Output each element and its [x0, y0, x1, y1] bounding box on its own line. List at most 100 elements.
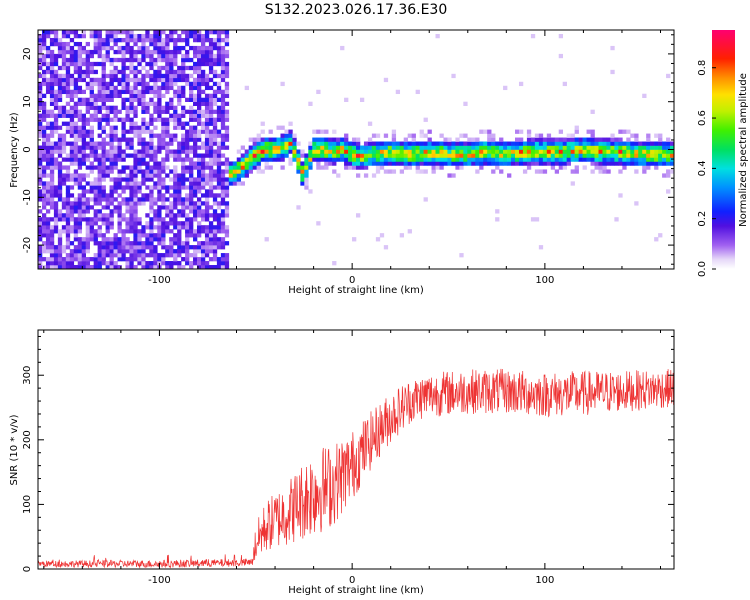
spectrogram-cell [518, 141, 524, 146]
spectrogram-cell [129, 45, 134, 51]
spectrogram-cell [670, 169, 675, 174]
spectrogram-cell [77, 149, 83, 154]
spectrogram-cell [129, 265, 134, 270]
spectrogram-cell [69, 81, 75, 87]
spectrogram-cell [574, 165, 579, 170]
spectrogram-cell [216, 185, 222, 190]
spectrogram-cell [165, 77, 170, 83]
spectrogram-cell [173, 93, 178, 99]
spectrogram-cell [395, 141, 401, 146]
spectrogram-cell [554, 153, 560, 158]
spectrogram-cell [228, 169, 234, 174]
spectrogram-cell [193, 177, 198, 182]
spectrogram-cell [113, 37, 118, 43]
spectrogram-cell [137, 233, 142, 238]
spectrogram-cell [204, 245, 210, 250]
spectrogram-cell [574, 169, 579, 174]
spectrogram-cell [61, 73, 67, 79]
spectrogram-cell [69, 225, 75, 230]
spectrogram-cell [586, 149, 591, 154]
spectrogram-cell [49, 37, 55, 43]
spectrogram-cell [141, 241, 146, 246]
spectrogram-cell [153, 169, 158, 174]
spectrogram-cell [193, 137, 198, 142]
spectrogram-cell [562, 157, 567, 162]
spectrogram-cell [105, 57, 110, 63]
spectrogram-cell [97, 209, 102, 214]
spectrogram-cell [145, 213, 150, 218]
spectrogram-cell [49, 257, 55, 262]
spectrogram-cell [566, 137, 571, 142]
spectrogram-cell [479, 145, 484, 150]
spectrogram-cell [97, 249, 102, 254]
spectrogram-cell [153, 117, 158, 122]
spectrogram-cell [133, 189, 138, 194]
spectrogram-cell [193, 37, 198, 43]
spectrogram-cell [550, 161, 556, 166]
spectrogram-cell [125, 33, 130, 39]
spectrogram-cell [73, 201, 79, 206]
spectrogram-cell [189, 157, 194, 162]
spectrogram-cell [133, 149, 138, 154]
spectrogram-cell [73, 85, 79, 91]
spectrogram-cell [133, 237, 138, 242]
spectrogram-cell [228, 165, 234, 170]
spectrogram-cell [304, 153, 309, 158]
spectrogram-cell [606, 169, 611, 174]
spectrogram-cell [538, 133, 544, 138]
spectrogram-cell [208, 109, 214, 114]
spectrogram-cell [149, 225, 154, 230]
spectrogram-cell [193, 65, 198, 71]
spectrogram-cell [169, 49, 174, 55]
spectrogram-cell [161, 117, 166, 122]
spectrogram-cell [439, 149, 444, 154]
spectrogram-cell [121, 229, 126, 234]
spectrogram-cell [200, 81, 206, 87]
spectrogram-cell [38, 105, 43, 110]
spectrogram-cell [193, 49, 198, 55]
spectrogram-cell [89, 89, 94, 95]
spectrogram-cell [224, 233, 230, 238]
spectrogram-cell [276, 137, 281, 142]
spectrogram-cell [212, 133, 218, 138]
spectrogram-cell [554, 137, 560, 142]
spectrogram-cell [570, 169, 575, 174]
spectrogram-cell [121, 165, 126, 170]
spectrogram-cell [224, 61, 230, 67]
spectrogram-cell [185, 157, 190, 162]
spectrogram-cell [224, 205, 230, 210]
spectrogram-cell [65, 41, 71, 47]
spectrogram-cell [530, 217, 536, 222]
spectrogram-cell [546, 161, 552, 166]
spectrogram-cell [161, 177, 166, 182]
spectrogram-cell [646, 157, 651, 162]
spectrogram-cell [173, 45, 178, 51]
spectrogram-cell [626, 129, 631, 134]
spectrogram-cell [161, 257, 166, 262]
spectrogram-cell [85, 65, 90, 71]
spectrogram-cell [181, 113, 186, 118]
spectrogram-cell [141, 257, 146, 262]
spectrogram-cell [41, 105, 47, 110]
spectrogram-cell [181, 65, 186, 71]
spectrogram-cell [367, 153, 373, 158]
spectrogram-cell [57, 237, 63, 242]
spectrogram-cell [101, 221, 106, 226]
spectrogram-cell [129, 137, 134, 142]
spectrogram-cell [41, 225, 47, 230]
spectrogram-cell [220, 257, 226, 262]
spectrogram-cell [61, 85, 67, 91]
spectrogram-cell [507, 161, 512, 166]
spectrogram-cell [232, 169, 238, 174]
spectrogram-cell [220, 221, 226, 226]
spectrogram-cell [511, 145, 516, 150]
spectrogram-cell [109, 69, 114, 75]
spectrogram-cell [133, 93, 138, 99]
spectrogram-cell [316, 141, 321, 146]
spectrogram-cell [185, 153, 190, 158]
spectrogram-cell [320, 153, 325, 158]
spectrogram-cell [308, 153, 313, 158]
spectrogram-cell [89, 61, 94, 67]
spectrogram-cell [161, 93, 166, 99]
spectrogram-cell [65, 197, 71, 202]
